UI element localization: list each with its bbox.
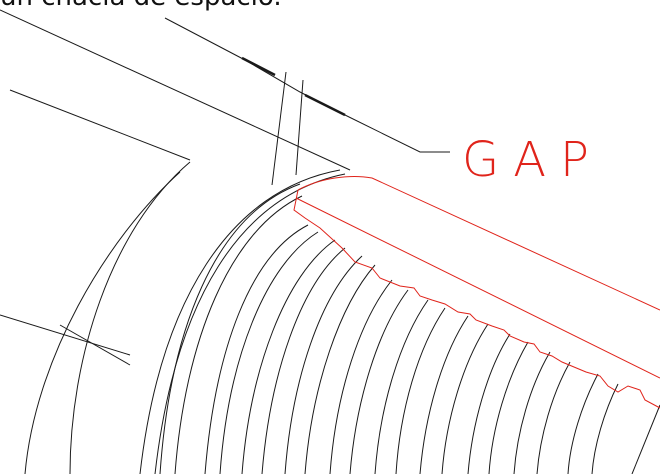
thread-curves (139, 169, 660, 474)
gap-leader-line (164, 17, 450, 153)
housing-outline (0, 9, 351, 474)
gap-label: GAP (462, 132, 603, 188)
caption-text: un chacla de espacio. (0, 0, 282, 10)
highlighted-thread-profile (293, 176, 660, 409)
gap-indicator-lines (271, 71, 304, 186)
